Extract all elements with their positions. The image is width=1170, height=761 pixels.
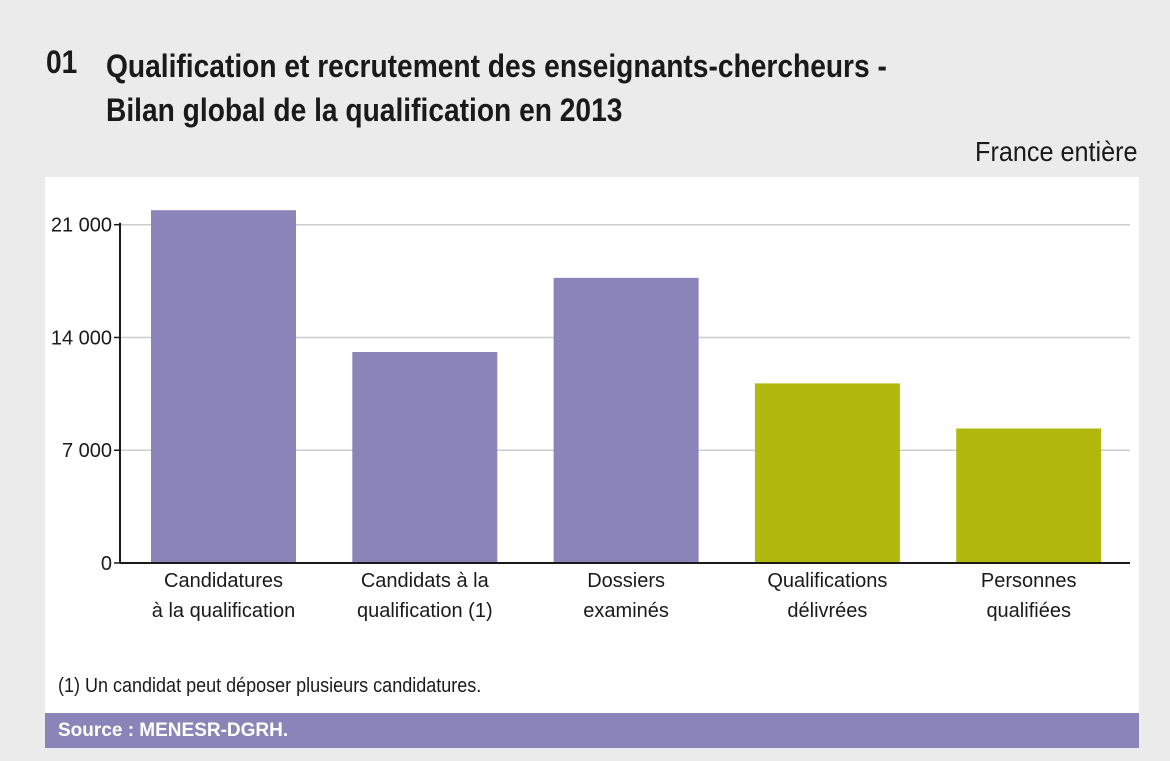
x-tick-label: à la qualification — [152, 600, 295, 622]
x-tick-label: Qualifications — [767, 570, 887, 592]
x-tick-label: délivrées — [787, 600, 867, 622]
footnote: (1) Un candidat peut déposer plusieurs c… — [58, 675, 482, 697]
y-tick-label: 0 — [101, 553, 112, 575]
x-tick-label: qualification (1) — [357, 600, 493, 622]
scope-label: France entière — [975, 136, 1138, 167]
x-tick-label: Candidatures — [164, 570, 283, 592]
y-tick-label: 21 000 — [51, 215, 112, 237]
figure-number: 01 — [46, 44, 78, 80]
bar — [754, 383, 900, 563]
title-line-2: Bilan global de la qualification en 2013 — [106, 92, 623, 128]
x-tick-label: Personnes — [981, 570, 1077, 592]
x-tick-label: Dossiers — [587, 570, 665, 592]
bar — [352, 351, 498, 563]
y-tick-label: 7 000 — [62, 440, 112, 462]
bar — [151, 210, 296, 564]
x-tick-label: examinés — [583, 600, 669, 622]
source-bar: Source : MENESR-DGRH. — [45, 713, 1139, 748]
bar — [956, 428, 1102, 563]
chart-title: Qualification et recrutement des enseign… — [106, 44, 887, 132]
x-tick-label: Candidats à la — [361, 570, 490, 592]
bar — [553, 277, 699, 563]
y-tick-label: 14 000 — [51, 327, 112, 349]
title-line-1: Qualification et recrutement des enseign… — [106, 48, 887, 84]
x-tick-label: qualifiées — [986, 600, 1071, 622]
